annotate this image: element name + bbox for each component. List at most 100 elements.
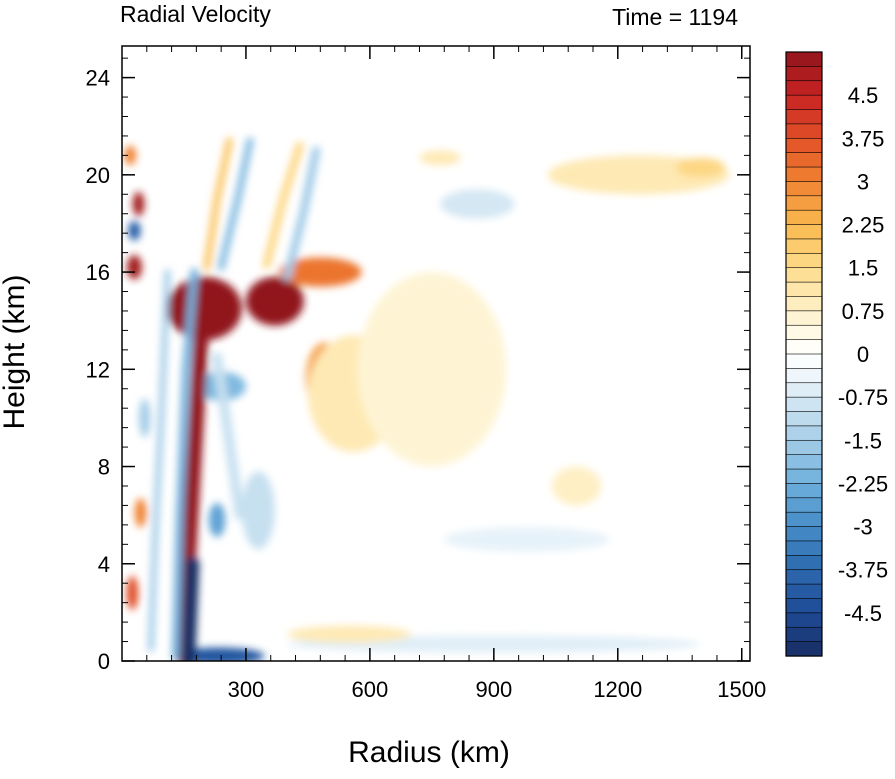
colorbar-swatch [785,526,823,542]
colorbar-swatch [785,569,823,585]
colorbar-swatch [785,209,823,226]
velocity-feature [124,145,137,166]
colorbar-swatch [785,267,823,283]
velocity-feature [126,575,139,610]
y-tick-label: 12 [86,357,110,382]
velocity-streak [181,556,200,661]
colorbar-swatch [785,281,823,298]
colorbar: 4.5 3.75 3 2.25 1.5 0.75 0 -0.75 -1.5 -2.25 -3 -3.7… [785,51,888,657]
colorbar-label: 4.5 [848,83,879,108]
velocity-feature [675,157,726,178]
colorbar-swatch [785,483,823,499]
y-tick-label: 24 [86,66,110,91]
colorbar-label: 0 [857,342,869,367]
colorbar-swatch [785,80,823,96]
colorbar-swatch [785,296,823,312]
velocity-feature [245,276,304,326]
colorbar-swatch [785,109,823,125]
colorbar-swatch [785,123,823,139]
colorbar-swatch [785,353,823,369]
colorbar-swatch [785,382,823,398]
y-tick-label: 16 [86,260,110,285]
x-tick-label: 1500 [717,677,766,702]
x-tick-label: 600 [352,677,389,702]
colorbar-swatch [785,166,823,183]
colorbar-swatch [785,511,823,528]
colorbar-swatch [785,540,823,556]
x-axis: 300 600 900 1200 1500 [146,46,766,702]
velocity-streak [171,268,199,661]
colorbar-swatch [785,439,823,456]
colorbar-label: 1.5 [848,256,879,281]
velocity-streak [147,269,171,652]
y-tick-label: 20 [86,163,110,188]
colorbar-swatch [785,253,823,269]
velocity-streak [262,141,304,269]
colorbar-label: -3.75 [838,558,888,583]
y-axis: 0 4 8 12 16 20 24 [86,57,750,674]
colorbar-label: -3 [853,515,873,540]
velocity-streak [203,137,233,271]
velocity-feature [419,150,461,166]
colorbar-label: -1.5 [844,428,882,453]
velocity-feature [134,498,147,528]
colorbar-label: -4.5 [844,601,882,626]
colorbar-swatch [785,152,823,168]
colorbar-swatch [785,612,823,628]
x-axis-label: Radius (km) [348,736,510,769]
velocity-feature [357,272,507,467]
colorbar-label: 2.25 [842,213,885,238]
velocity-feature [132,191,145,217]
colorbar-swatch [785,94,823,111]
time-label: Time = 1194 [612,4,738,30]
colorbar-swatch [785,224,823,240]
velocity-feature [138,398,151,438]
chart-title: Radial Velocity [120,1,271,27]
x-tick-label: 900 [475,677,512,702]
colorbar-swatch [785,66,823,82]
colorbar-swatch [785,497,823,513]
colorbar-swatch [785,195,823,211]
colorbar-swatch [785,454,823,470]
colorbar-label: -2.25 [838,471,888,496]
velocity-feature [279,257,362,287]
velocity-feature [440,189,515,219]
colorbar-swatch [785,626,823,643]
velocity-feature [241,471,275,550]
y-tick-label: 8 [98,455,110,480]
velocity-streak [212,352,245,521]
velocity-feature [287,625,412,643]
colorbar-swatch [785,425,823,441]
velocity-feature [126,255,142,280]
plot-frame [121,45,751,662]
colorbar-swatch [785,181,823,197]
colorbar-frame [785,51,823,657]
colorbar-swatch [785,238,823,254]
x-tick-label: 1200 [593,677,642,702]
colorbar-swatch [785,310,823,326]
colorbar-swatch [785,468,823,485]
colorbar-swatch [785,137,823,154]
colorbar-swatch [785,598,823,614]
colorbar-swatch [785,396,823,413]
colorbar-swatch [785,324,823,341]
velocity-streak [217,137,254,271]
colorbar-swatch [785,411,823,427]
velocity-feature [444,527,610,552]
y-tick-label: 0 [98,649,110,674]
colorbar-swatch [785,641,823,657]
velocity-field [122,46,750,661]
colorbar-swatch [785,368,823,384]
colorbar-label: 3.75 [842,126,885,151]
colorbar-swatch [785,339,823,355]
velocity-feature [128,221,141,241]
colorbar-swatch [785,555,823,571]
velocity-feature [551,466,602,506]
x-tick-label: 300 [228,677,265,702]
colorbar-swatch [785,583,823,600]
y-axis-label: Height (km) [0,274,31,429]
colorbar-label: 0.75 [842,299,885,324]
colorbar-label: -0.75 [838,385,888,410]
colorbar-swatch [785,51,823,67]
